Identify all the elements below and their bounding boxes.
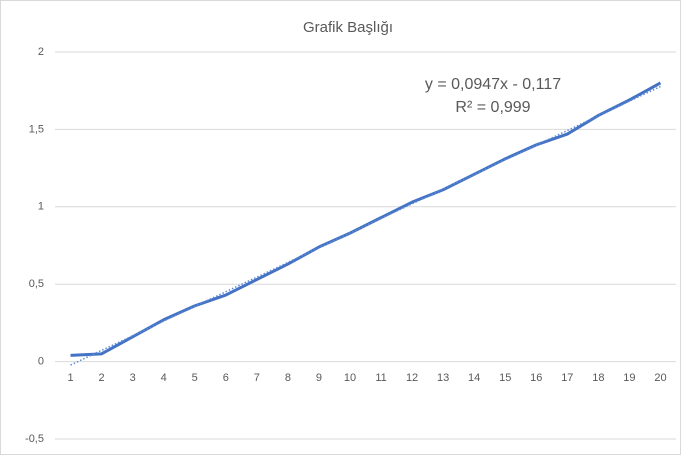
y-tick-label: 2 <box>38 46 44 58</box>
x-tick-label: 15 <box>499 372 511 384</box>
x-tick-label: 4 <box>161 372 167 384</box>
y-tick-label: 1 <box>38 201 44 213</box>
x-tick-label: 3 <box>130 372 136 384</box>
x-tick-label: 7 <box>254 372 260 384</box>
trendline <box>70 85 661 366</box>
trend-equation: y = 0,0947x - 0,117 <box>425 76 561 93</box>
y-tick-label: 0 <box>38 356 44 368</box>
x-tick-label: 17 <box>561 372 573 384</box>
y-tick-label: 0,5 <box>29 278 44 290</box>
x-tick-label: 20 <box>654 372 666 384</box>
x-tick-label: 10 <box>344 372 356 384</box>
y-tick-label: -0,5 <box>25 433 44 445</box>
chart-title: Grafik Başlığı <box>303 19 393 36</box>
x-tick-label: 5 <box>192 372 198 384</box>
x-tick-label: 6 <box>223 372 229 384</box>
y-tick-label: 1,5 <box>29 123 44 135</box>
x-tick-label: 13 <box>437 372 449 384</box>
x-tick-label: 19 <box>623 372 635 384</box>
x-tick-label: 12 <box>406 372 418 384</box>
x-tick-label: 11 <box>375 372 386 384</box>
x-tick-label: 16 <box>530 372 542 384</box>
x-tick-label: 8 <box>285 372 291 384</box>
x-tick-label: 1 <box>67 372 73 384</box>
trend-r2: R² = 0,999 <box>455 99 530 116</box>
x-tick-label: 14 <box>468 372 480 384</box>
x-tick-label: 18 <box>592 372 604 384</box>
x-tick-label: 9 <box>316 372 322 384</box>
x-tick-label: 2 <box>99 372 105 384</box>
